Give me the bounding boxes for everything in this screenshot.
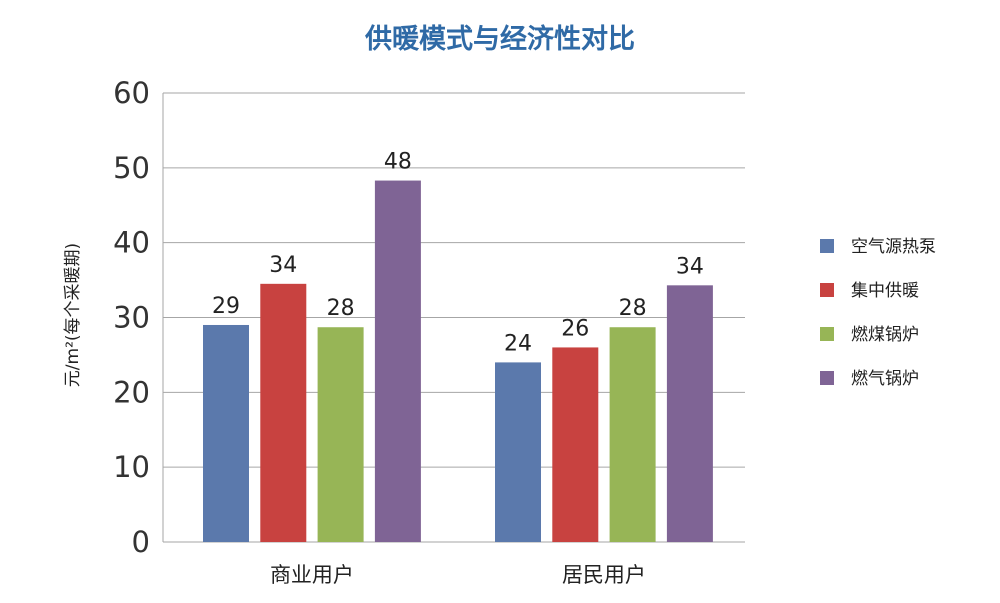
bar-value-label: 28 xyxy=(327,296,355,321)
bar-value-label: 48 xyxy=(384,150,412,175)
bar xyxy=(374,180,421,542)
bar-value-label: 24 xyxy=(504,331,532,356)
y-tick-label: 20 xyxy=(113,375,150,409)
legend-label: 集中供暖 xyxy=(851,281,919,301)
bar-value-label: 34 xyxy=(676,254,704,279)
legend-label: 空气源热泵 xyxy=(851,237,936,257)
bar xyxy=(260,283,307,542)
legend-swatch xyxy=(820,371,834,385)
bar xyxy=(666,285,713,542)
y-tick-label: 10 xyxy=(113,450,150,484)
bar-value-label: 29 xyxy=(212,294,240,319)
chart-title: 供暖模式与经济性对比 xyxy=(364,23,635,55)
legend-label: 燃气锅炉 xyxy=(851,369,919,389)
bar-value-label: 28 xyxy=(619,296,647,321)
legend-swatch xyxy=(820,239,834,253)
y-tick-label: 40 xyxy=(113,226,150,260)
bar xyxy=(552,347,599,542)
y-axis-label: 元/m²(每个采暖期) xyxy=(63,243,83,387)
y-axis-ticks: 0 10 20 30 40 50 60 xyxy=(113,76,150,559)
legend-label: 燃煤锅炉 xyxy=(851,325,919,345)
bar-value-label: 26 xyxy=(561,316,589,341)
bar xyxy=(609,327,656,542)
legend-swatch xyxy=(820,327,834,341)
x-category-label: 居民用户 xyxy=(562,563,646,587)
x-axis-categories: 商业用户 居民用户 xyxy=(270,563,646,587)
x-category-label: 商业用户 xyxy=(270,563,354,587)
legend-swatch xyxy=(820,283,834,297)
bars xyxy=(203,180,713,542)
y-tick-label: 50 xyxy=(113,151,150,185)
y-tick-label: 0 xyxy=(132,525,150,559)
y-tick-label: 60 xyxy=(113,76,150,110)
gridlines xyxy=(163,92,745,543)
bar xyxy=(203,324,249,542)
y-tick-label: 30 xyxy=(113,301,150,335)
bar-value-label: 34 xyxy=(269,253,297,278)
bar xyxy=(317,327,364,542)
value-labels: 29 34 28 48 24 26 28 34 xyxy=(212,150,704,357)
bar xyxy=(495,362,541,542)
